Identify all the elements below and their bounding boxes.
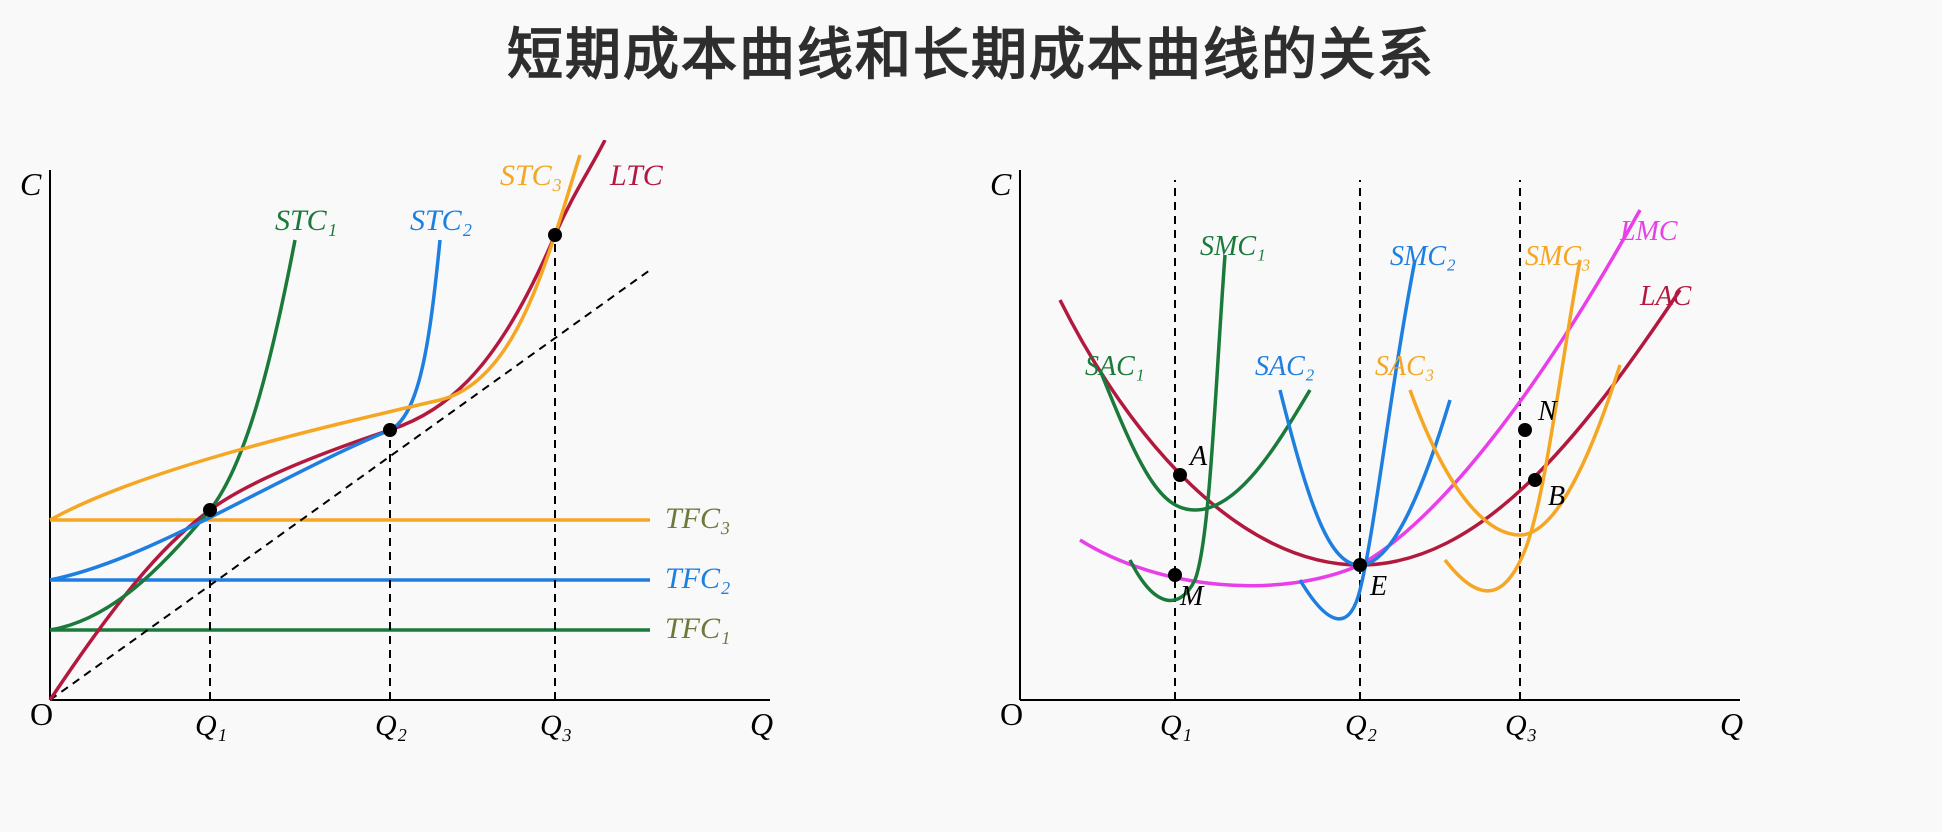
sac3-curve [1410,365,1620,535]
xtick-q3: Q₃ [540,709,572,742]
y-axis-label: C [20,166,42,202]
lac-label: LAC [1639,281,1692,312]
lmc-label: LMC [1619,216,1678,247]
point-m [1168,568,1182,582]
xtick-q1: Q₁ [1160,709,1192,742]
left-chart: O Q C TFC₁ TFC₂ TFC₃ STC₁ STC₂ STC₃ LTC … [10,140,930,800]
point-b [1528,473,1542,487]
stc1-label: STC₁ [275,204,337,237]
stc3-label: STC₃ [500,159,562,192]
smc2-label: SMC₂ [1390,241,1456,272]
tfc3-label: TFC₃ [665,502,730,535]
tangent-pt-2 [383,423,397,437]
sac2-label: SAC₂ [1255,351,1315,382]
xtick-q2: Q₂ [1345,709,1377,742]
ltc-label: LTC [609,159,664,192]
point-e [1353,558,1367,572]
origin-label: O [30,696,53,732]
smc3-label: SMC₃ [1525,241,1591,272]
tangent-pt-3 [548,228,562,242]
tangent-dashed [50,270,650,700]
xtick-q2: Q₂ [375,709,407,742]
x-axis-label: Q [1720,706,1743,742]
smc1-label: SMC₁ [1200,231,1266,262]
smc3-curve [1445,260,1580,591]
sac2-curve [1280,390,1450,565]
xtick-q1: Q₁ [195,709,227,742]
point-b-label: B [1548,481,1565,512]
lac-curve [1060,290,1680,565]
stc2-curve [50,240,440,580]
smc1-curve [1130,255,1225,600]
point-m-label: M [1179,581,1205,612]
tfc1-label: TFC₁ [665,612,730,645]
xtick-q3: Q₃ [1505,709,1537,742]
point-n [1518,423,1532,437]
point-e-label: E [1369,571,1387,602]
origin-label: O [1000,696,1023,732]
stc2-label: STC₂ [410,204,472,237]
tangent-pt-1 [203,503,217,517]
point-a-label: A [1188,441,1208,472]
page-title: 短期成本曲线和长期成本曲线的关系 [0,10,1942,91]
tfc2-label: TFC₂ [665,562,730,595]
point-n-label: N [1537,396,1558,427]
point-a [1173,468,1187,482]
y-axis-label: C [990,166,1012,202]
sac3-label: SAC₃ [1375,351,1435,382]
right-chart: O Q C A M E N B SMC₁ SAC₁ SAC₂ SMC₂ SAC₃… [980,140,1940,800]
x-axis-label: Q [750,706,773,742]
sac1-label: SAC₁ [1085,351,1145,382]
charts-container: O Q C TFC₁ TFC₂ TFC₃ STC₁ STC₂ STC₃ LTC … [0,140,1942,800]
